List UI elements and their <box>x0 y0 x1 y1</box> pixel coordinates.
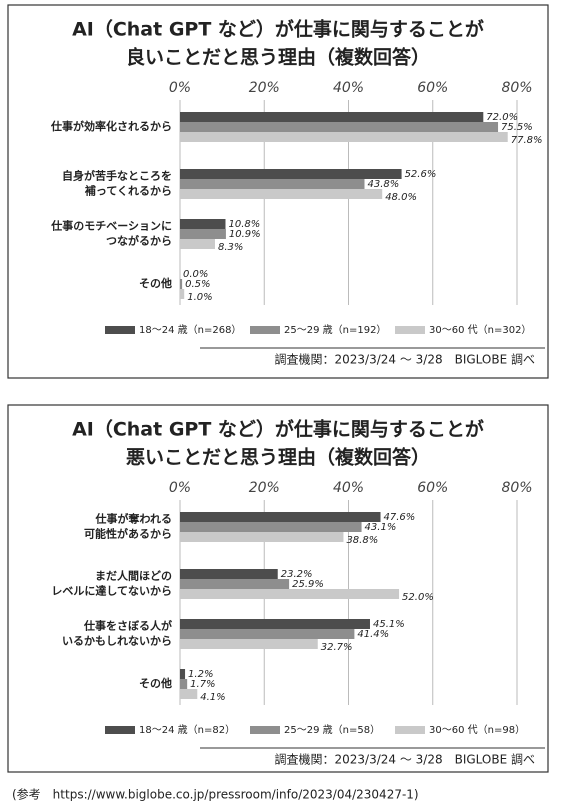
category-label: つながるから <box>106 234 172 248</box>
legend-label: 18～24 歳（n=268） <box>139 324 241 336</box>
bar <box>180 619 370 629</box>
chart-title: 良いことだと思う理由（複数回答） <box>126 46 430 69</box>
x-tick-label: 20% <box>249 480 280 496</box>
legend-label: 25～29 歳（n=58） <box>284 724 380 736</box>
bar <box>180 579 290 589</box>
value-label: 4.1% <box>200 692 225 703</box>
bar <box>180 229 226 239</box>
value-label: 32.7% <box>321 642 353 653</box>
source: 調査機関：2023/3/24 ～ 3/28 BIGLOBE 調べ <box>274 352 535 367</box>
value-label: 0.5% <box>185 279 210 290</box>
value-label: 1.0% <box>187 292 212 303</box>
x-tick-label: 60% <box>417 480 448 496</box>
x-tick-label: 0% <box>169 480 191 496</box>
bar <box>180 279 183 289</box>
value-label: 47.6% <box>384 512 416 523</box>
frame <box>7 404 549 773</box>
legend-label: 18～24 歳（n=82） <box>139 724 235 736</box>
legend-swatch <box>105 326 135 334</box>
category-label: その他 <box>139 276 172 290</box>
category-label: その他 <box>139 676 172 690</box>
legend-label: 25～29 歳（n=192） <box>284 324 386 336</box>
chart-title: AI（Chat GPT など）が仕事に関与することが <box>72 18 484 41</box>
category-label: いるかもしれないから <box>62 635 172 648</box>
category-label: 補ってくれるから <box>84 184 172 198</box>
value-label: 52.0% <box>402 592 434 603</box>
bar <box>180 132 508 142</box>
category-label: まだ人間ほどの <box>95 569 172 583</box>
chart-title: 悪いことだと思う理由（複数回答） <box>126 446 430 469</box>
x-tick-label: 0% <box>169 80 191 96</box>
legend-swatch <box>105 726 135 734</box>
legend-swatch <box>250 726 280 734</box>
legend-label: 30～60 代（n=98） <box>429 724 525 736</box>
x-tick-label: 40% <box>333 80 364 96</box>
bar <box>180 189 383 199</box>
value-label: 45.1% <box>373 619 405 630</box>
value-label: 25.9% <box>292 579 324 590</box>
value-label: 1.7% <box>190 679 215 690</box>
x-tick-label: 40% <box>333 480 364 496</box>
category-label: 仕事が効率化されるから <box>50 119 172 133</box>
legend-swatch <box>395 726 425 734</box>
value-label: 23.2% <box>281 569 313 580</box>
bar <box>180 169 402 179</box>
frame <box>7 4 549 379</box>
bar <box>180 112 484 122</box>
source: 調査機関：2023/3/24 ～ 3/28 BIGLOBE 調べ <box>274 752 535 767</box>
value-label: 72.0% <box>486 112 518 123</box>
value-label: 48.0% <box>385 192 417 203</box>
bar <box>180 179 365 189</box>
value-label: 43.8% <box>368 179 400 190</box>
chart-bad: AI（Chat GPT など）が仕事に関与することが悪いことだと思う理由（複数回… <box>7 404 549 773</box>
x-tick-label: 80% <box>501 480 532 496</box>
x-tick-label: 60% <box>417 80 448 96</box>
value-label: 43.1% <box>365 522 397 533</box>
value-label: 52.6% <box>405 169 437 180</box>
category-label: 仕事のモチベーションに <box>50 219 172 233</box>
bar <box>180 689 198 699</box>
category-label: レベルに達してないから <box>51 584 172 598</box>
bar <box>180 639 318 649</box>
category-label: 自身が苦手なところを <box>62 169 172 183</box>
value-label: 38.8% <box>346 535 378 546</box>
x-tick-label: 20% <box>249 80 280 96</box>
value-label: 10.9% <box>229 229 261 240</box>
value-label: 0.0% <box>183 269 208 280</box>
bar <box>180 219 226 229</box>
bar <box>180 589 400 599</box>
category-label: 仕事が奪われる <box>95 512 172 526</box>
bar <box>180 122 499 132</box>
footer: (参考 https://www.biglobe.co.jp/pressroom/… <box>12 787 419 802</box>
bar <box>180 669 186 679</box>
chart-title: AI（Chat GPT など）が仕事に関与することが <box>72 418 484 441</box>
legend-swatch <box>250 326 280 334</box>
legend-label: 30～60 代（n=302） <box>429 324 531 336</box>
value-label: 41.4% <box>357 629 389 640</box>
bar <box>180 289 185 299</box>
category-label: 可能性があるから <box>84 527 172 541</box>
bar <box>180 512 381 522</box>
bar <box>180 532 344 542</box>
category-label: 仕事をさぼる人が <box>83 619 172 633</box>
value-label: 75.5% <box>501 122 533 133</box>
value-label: 1.2% <box>188 669 213 680</box>
bar <box>180 239 215 249</box>
value-label: 8.3% <box>218 242 243 253</box>
bar <box>180 629 355 639</box>
value-label: 77.8% <box>511 135 543 146</box>
bar <box>180 522 362 532</box>
x-tick-label: 80% <box>501 80 532 96</box>
value-label: 10.8% <box>228 219 260 230</box>
bar <box>180 679 188 689</box>
bar <box>180 569 278 579</box>
legend-swatch <box>395 326 425 334</box>
chart-good: AI（Chat GPT など）が仕事に関与することが良いことだと思う理由（複数回… <box>7 4 549 379</box>
